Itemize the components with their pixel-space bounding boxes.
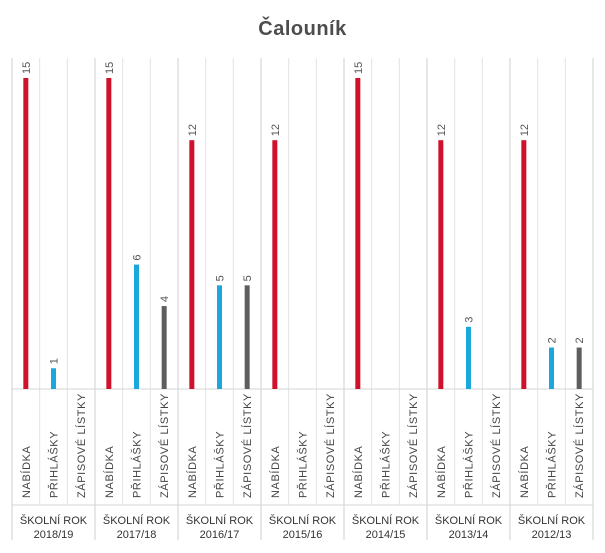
bar xyxy=(549,347,554,389)
value-label: 15 xyxy=(21,62,33,74)
group-label-line2: 2016/17 xyxy=(200,529,240,541)
value-label: 15 xyxy=(104,62,116,74)
value-label: 12 xyxy=(187,124,199,136)
value-label: 15 xyxy=(353,62,365,74)
series-label: ZÁPISOVÉ LÍSTKY xyxy=(158,393,171,498)
series-label: PŘIHLÁŠKY xyxy=(463,431,476,498)
group-label-line1: ŠKOLNÍ ROK xyxy=(352,514,420,527)
value-label: 5 xyxy=(215,275,227,281)
group-label-line1: ŠKOLNÍ ROK xyxy=(435,514,503,527)
group-label-line2: 2017/18 xyxy=(117,529,157,541)
group-label-line2: 2018/19 xyxy=(34,529,74,541)
series-label: NABÍDKA xyxy=(103,445,116,498)
value-label: 5 xyxy=(242,275,254,281)
series-label: ZÁPISOVÉ LÍSTKY xyxy=(490,393,503,498)
group-label-line1: ŠKOLNÍ ROK xyxy=(20,514,88,527)
series-label: NABÍDKA xyxy=(269,445,282,498)
group-label-line2: 2012/13 xyxy=(532,529,572,541)
bar xyxy=(51,368,56,389)
group-label-line2: 2014/15 xyxy=(366,529,406,541)
series-label: NABÍDKA xyxy=(186,445,199,498)
group-label-line1: ŠKOLNÍ ROK xyxy=(186,514,254,527)
group-label-line1: ŠKOLNÍ ROK xyxy=(269,514,337,527)
series-label: PŘIHLÁŠKY xyxy=(380,431,393,498)
chart-title: Čalouník xyxy=(258,18,347,40)
series-label: PŘIHLÁŠKY xyxy=(48,431,61,498)
value-label: 12 xyxy=(436,124,448,136)
bar xyxy=(466,326,471,389)
bar xyxy=(189,140,195,389)
bar xyxy=(161,306,167,389)
group-label-line2: 2013/14 xyxy=(449,529,489,541)
bar xyxy=(272,140,278,389)
bar xyxy=(106,78,112,389)
bar xyxy=(134,264,139,389)
value-label: 2 xyxy=(547,337,559,343)
bar xyxy=(244,285,250,389)
series-label: PŘIHLÁŠKY xyxy=(546,431,559,498)
value-label: 12 xyxy=(270,124,282,136)
series-label: PŘIHLÁŠKY xyxy=(297,431,310,498)
series-label: NABÍDKA xyxy=(435,445,448,498)
series-label: ZÁPISOVÉ LÍSTKY xyxy=(573,393,586,498)
group-label-line1: ŠKOLNÍ ROK xyxy=(518,514,586,527)
series-label: NABÍDKA xyxy=(518,445,531,498)
value-label: 3 xyxy=(464,317,476,323)
value-label: 6 xyxy=(132,254,144,260)
bar xyxy=(576,347,582,389)
value-label: 1 xyxy=(49,358,61,364)
series-label: ZÁPISOVÉ LÍSTKY xyxy=(407,393,420,498)
value-label: 4 xyxy=(159,296,171,302)
group-label-line1: ŠKOLNÍ ROK xyxy=(103,514,171,527)
series-label: NABÍDKA xyxy=(352,445,365,498)
bar xyxy=(438,140,444,389)
bar xyxy=(23,78,29,389)
bar xyxy=(521,140,527,389)
value-label: 12 xyxy=(519,124,531,136)
series-label: ZÁPISOVÉ LÍSTKY xyxy=(75,393,88,498)
series-label: PŘIHLÁŠKY xyxy=(131,431,144,498)
group-label-line2: 2015/16 xyxy=(283,529,323,541)
bar xyxy=(217,285,222,389)
series-label: ZÁPISOVÉ LÍSTKY xyxy=(324,393,337,498)
series-label: NABÍDKA xyxy=(20,445,33,498)
value-label: 2 xyxy=(574,337,586,343)
series-label: PŘIHLÁŠKY xyxy=(214,431,227,498)
series-label: ZÁPISOVÉ LÍSTKY xyxy=(241,393,254,498)
bar xyxy=(355,78,361,389)
